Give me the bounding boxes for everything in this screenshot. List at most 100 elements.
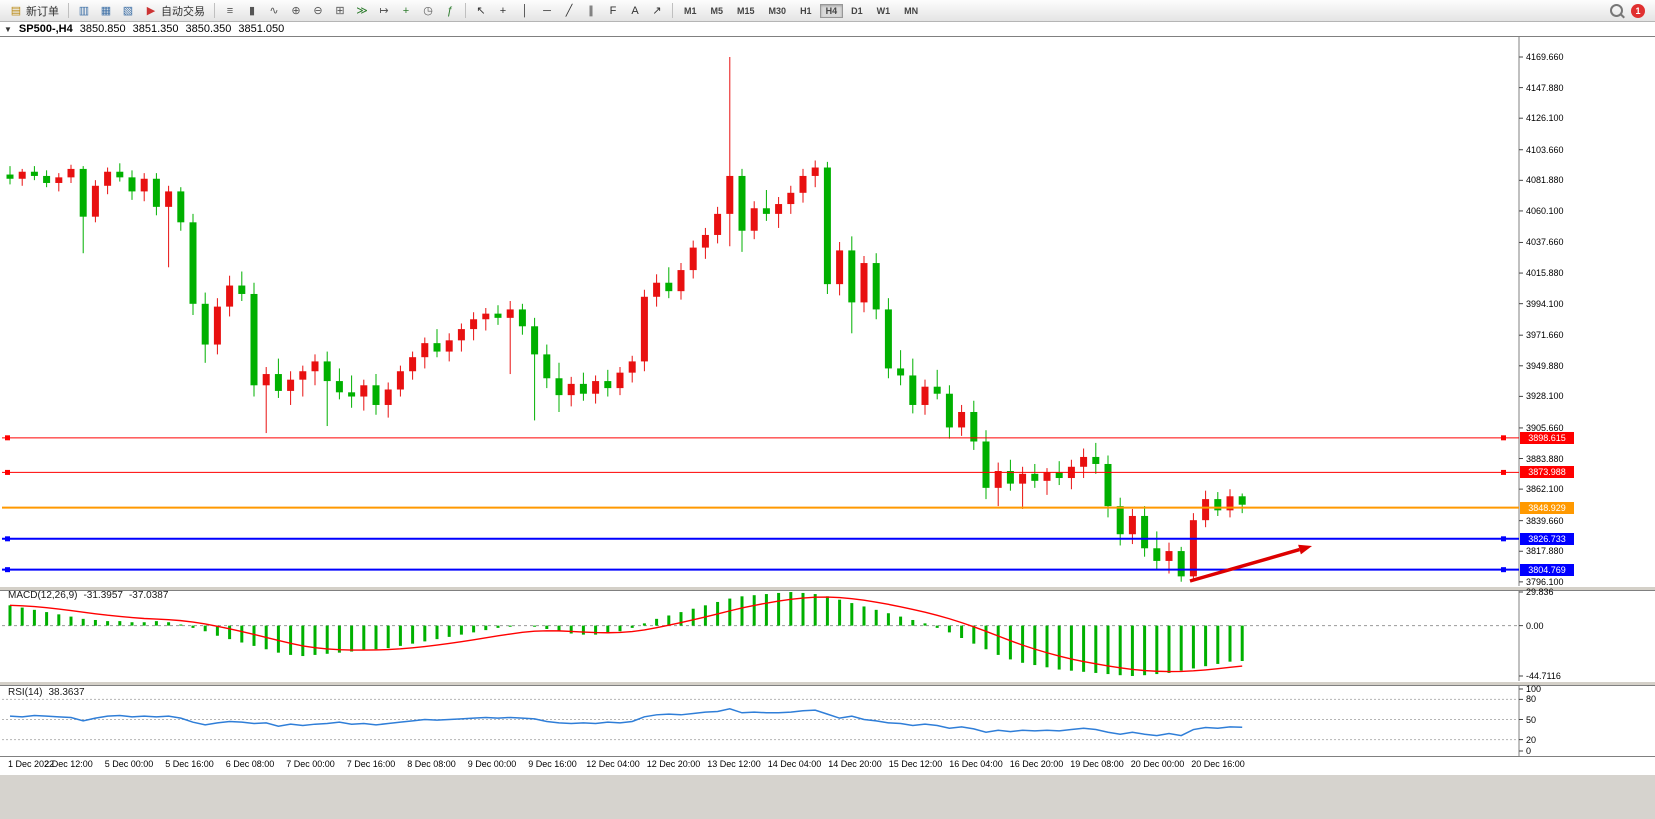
- market-watch-icon[interactable]: ▥: [78, 5, 90, 17]
- search-icon[interactable]: [1610, 4, 1623, 17]
- auto-trading-button[interactable]: ▶ 自动交易: [139, 2, 210, 20]
- trend-arrow[interactable]: [1189, 547, 1300, 583]
- new-chart-icon[interactable]: +: [402, 4, 410, 17]
- price-line-label: 3898.615: [1520, 431, 1574, 444]
- price-axis-label: 4081.880: [1526, 175, 1564, 186]
- rsi-scale-label: 0: [1526, 746, 1532, 756]
- bar-chart-icon[interactable]: ≡: [226, 4, 234, 17]
- channel-icon[interactable]: ∥: [588, 5, 594, 17]
- tile-windows-icon[interactable]: ⊞: [335, 5, 345, 17]
- price-axis-label: 3839.660: [1526, 515, 1564, 526]
- toolbar-separator: [465, 3, 466, 18]
- macd-indicator-label: MACD(12,26,9) -31.3957 -37.0387: [8, 590, 174, 601]
- rsi-scale-label: 50: [1526, 714, 1537, 725]
- macd-signal-value: -37.0387: [128, 590, 169, 601]
- timeframe-button-m30[interactable]: M30: [768, 5, 787, 16]
- panel-divider-rsi[interactable]: [0, 681, 1655, 686]
- crosshair-icon[interactable]: +: [499, 4, 507, 17]
- price-axis-label: 4147.880: [1526, 82, 1564, 93]
- ohlc-low: 3850.350: [185, 23, 232, 35]
- line-handle[interactable]: [5, 567, 10, 573]
- profiles-icon[interactable]: ◷: [423, 5, 433, 17]
- trendline-icon[interactable]: ╱: [565, 5, 573, 17]
- panel-divider-macd[interactable]: [0, 586, 1655, 591]
- notification-badge[interactable]: 1: [1631, 3, 1645, 18]
- price-axis-label: 4169.660: [1526, 52, 1564, 62]
- price-axis-label: 3883.880: [1526, 453, 1564, 464]
- toolbar-separator: [68, 3, 69, 18]
- timeframe-button-w1[interactable]: W1: [876, 5, 891, 16]
- macd-scale-label: -44.7116: [1526, 670, 1561, 681]
- rsi-value: 38.3637: [48, 687, 85, 698]
- cursor-icon[interactable]: ↖: [476, 5, 486, 17]
- price-axis-label: 4126.100: [1526, 113, 1564, 124]
- timeframe-buttons: M1 M5 M15 M30 H1 H4 D1 W1 MN: [677, 3, 925, 18]
- line-handle[interactable]: [1501, 435, 1506, 441]
- macd-name: MACD(12,26,9): [8, 590, 78, 601]
- auto-trading-icon: ▶: [146, 5, 156, 17]
- price-axis-label: 4037.660: [1526, 237, 1564, 248]
- rsi-name: RSI(14): [8, 687, 43, 698]
- zoom-in-icon[interactable]: ⊕: [291, 5, 301, 17]
- chart-title-strip: ▼ SP500-,H4 3850.850 3851.350 3850.350 3…: [0, 22, 1655, 37]
- price-line-label: 3873.988: [1520, 466, 1574, 479]
- auto-scroll-icon[interactable]: ≫: [356, 5, 368, 17]
- line-handle[interactable]: [5, 536, 10, 542]
- rsi-line: [9, 708, 1243, 737]
- macd-main-value: -31.3957: [83, 590, 123, 601]
- timeframe-button-m5[interactable]: M5: [710, 5, 724, 16]
- arrows-icon[interactable]: ↗: [652, 5, 662, 17]
- data-window-icon[interactable]: ▦: [100, 5, 112, 17]
- toolbar-right: 1: [1610, 3, 1651, 18]
- chart-shift-icon[interactable]: ↦: [379, 5, 389, 17]
- main-toolbar: ▤ 新订单 ▥ ▦ ▧ ▶ 自动交易 ≡ ▮ ∿ ⊕ ⊖ ⊞ ≫ ↦ + ◷ ƒ ↖ + │ ─ ╱ ∥ F A ↗ M…: [0, 0, 1655, 22]
- line-chart-icon[interactable]: ∿: [269, 5, 279, 17]
- collapse-chart-icon[interactable]: ▼: [4, 24, 12, 34]
- macd-signal-line: [9, 596, 1243, 673]
- timeframe-button-m1[interactable]: M1: [684, 5, 697, 16]
- rsi-scale-label: 80: [1526, 694, 1537, 705]
- chart-symbol-period: SP500-,H4: [18, 23, 73, 35]
- text-icon[interactable]: A: [631, 4, 639, 17]
- ohlc-high: 3851.350: [132, 23, 179, 35]
- line-handle[interactable]: [5, 469, 10, 475]
- status-area: [0, 775, 1655, 819]
- price-axis-label: 3949.880: [1526, 360, 1564, 371]
- chart-tool-icons: ≡ ▮ ∿ ⊕ ⊖ ⊞ ≫ ↦ + ◷ ƒ: [219, 1, 461, 21]
- timeframe-button-d1[interactable]: D1: [851, 5, 863, 16]
- line-handle[interactable]: [5, 435, 10, 441]
- line-handle[interactable]: [1501, 536, 1506, 542]
- price-axis-label: 3862.100: [1526, 484, 1564, 495]
- new-order-icon: ▤: [10, 5, 22, 17]
- indicators-icon[interactable]: ƒ: [446, 4, 454, 17]
- zoom-out-icon[interactable]: ⊖: [313, 5, 323, 17]
- fibonacci-icon[interactable]: F: [609, 4, 617, 17]
- price-axis-label: 4015.880: [1526, 268, 1564, 279]
- drawing-tool-icons: ↖ + │ ─ ╱ ∥ F A ↗: [470, 1, 668, 21]
- timeframe-button-h4[interactable]: H4: [819, 3, 844, 18]
- timeframe-button-m15[interactable]: M15: [737, 5, 755, 16]
- trend-arrow-head: [1298, 544, 1312, 555]
- ohlc-open: 3850.850: [79, 23, 126, 35]
- navigator-icon[interactable]: ▧: [122, 5, 134, 17]
- price-axis-label: 3971.660: [1526, 330, 1564, 341]
- macd-scale-label: 0.00: [1526, 620, 1544, 631]
- price-line-label: 3848.929: [1520, 501, 1574, 514]
- price-axis-label: 3905.660: [1526, 422, 1564, 433]
- ohlc-close: 3851.050: [238, 23, 285, 35]
- price-line-label: 3826.733: [1520, 532, 1574, 545]
- new-order-label: 新订单: [26, 5, 59, 18]
- new-order-button[interactable]: ▤ 新订单: [4, 2, 64, 20]
- timeframe-button-mn[interactable]: MN: [904, 5, 919, 16]
- macd-histogram: [8, 592, 1244, 676]
- toolbar-separator: [672, 3, 673, 18]
- line-handle[interactable]: [1501, 567, 1506, 573]
- timeframe-button-h1[interactable]: H1: [800, 5, 812, 16]
- candlestick-series: [6, 57, 1246, 582]
- vertical-line-icon[interactable]: │: [521, 4, 529, 17]
- line-handle[interactable]: [1501, 469, 1506, 475]
- candlestick-chart-icon[interactable]: ▮: [248, 5, 256, 17]
- horizontal-line-icon[interactable]: ─: [543, 4, 551, 17]
- time-axis: [0, 756, 1655, 775]
